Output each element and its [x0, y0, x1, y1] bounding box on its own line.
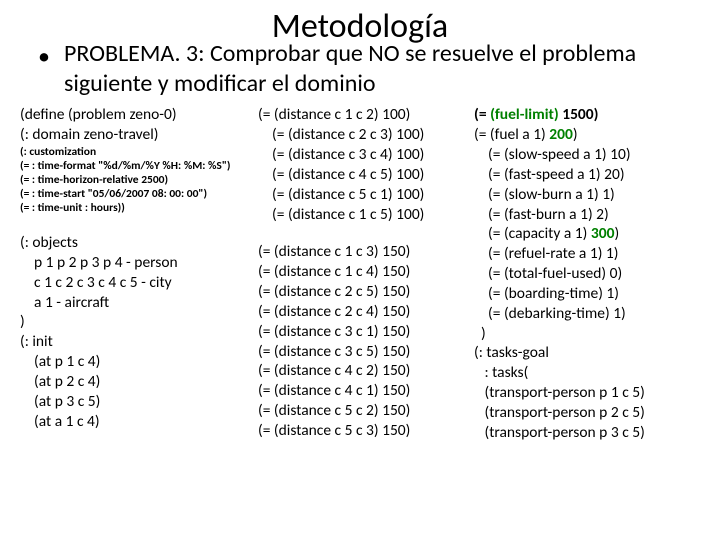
code-line-small: (= : time-unit : hours))	[20, 201, 252, 215]
code-line: (= (distance c 5 c 1) 100)	[258, 185, 468, 205]
code-line: (at p 3 c 5)	[20, 392, 252, 412]
code-line: (define (problem zeno-0)	[20, 105, 252, 125]
code-line: (= (distance c 5 c 3) 150)	[258, 421, 468, 441]
code-line: (= (fast-burn a 1) 2)	[474, 205, 684, 225]
code-line: (= (capacity a 1) 300)	[474, 224, 684, 244]
code-line: (: tasks-goal	[474, 343, 684, 363]
code-line: (= (distance c 1 c 2) 100)	[258, 105, 468, 125]
code-column-3: (= (fuel-limit) 1500)(= (fuel a 1) 200) …	[474, 105, 684, 442]
code-line: p 1 p 2 p 3 p 4 - person	[20, 253, 252, 273]
code-line: (= (distance c 5 c 2) 150)	[258, 401, 468, 421]
code-line: : tasks(	[474, 363, 684, 383]
code-line: (at a 1 c 4)	[20, 412, 252, 432]
code-line: (: init	[20, 332, 252, 352]
code-line: (: domain zeno-travel)	[20, 125, 252, 145]
code-line: c 1 c 2 c 3 c 4 c 5 - city	[20, 273, 252, 293]
slide-subtitle: PROBLEMA. 3: Comprobar que NO se resuelv…	[64, 39, 700, 99]
code-column-2: (= (distance c 1 c 2) 100) (= (distance …	[258, 105, 468, 442]
code-line: (= (fast-speed a 1) 20)	[474, 165, 684, 185]
code-line: (= (boarding-time) 1)	[474, 284, 684, 304]
code-line: (= (distance c 3 c 1) 150)	[258, 322, 468, 342]
code-line: (= (distance c 2 c 5) 150)	[258, 282, 468, 302]
code-line: (= (refuel-rate a 1) 1)	[474, 244, 684, 264]
code-line-small: (= : time-format "%d/%m/%Y %H: %M: %S")	[20, 159, 252, 173]
code-line: (= (total-fuel-used) 0)	[474, 264, 684, 284]
code-line-small: (: customization	[20, 145, 252, 159]
code-line: (= (fuel a 1) 200)	[474, 125, 684, 145]
code-line: a 1 - aircraft	[20, 293, 252, 313]
code-line-small: (= : time-horizon-relative 2500)	[20, 173, 252, 187]
code-line: (= (distance c 1 c 3) 150)	[258, 242, 468, 262]
code-line: (transport-person p 1 c 5)	[474, 383, 684, 403]
code-line: (= (distance c 1 c 5) 100)	[258, 205, 468, 225]
code-line: (at p 1 c 4)	[20, 352, 252, 372]
code-line: (= (distance c 4 c 2) 150)	[258, 361, 468, 381]
code-line: (transport-person p 3 c 5)	[474, 423, 684, 443]
code-line: (= (distance c 3 c 4) 100)	[258, 145, 468, 165]
code-area: (define (problem zeno-0)(: domain zeno-t…	[20, 105, 700, 442]
bullet-icon: •	[38, 45, 50, 69]
code-line: (= (slow-speed a 1) 10)	[474, 145, 684, 165]
code-line: )	[474, 324, 684, 344]
code-line: (= (distance c 4 c 1) 150)	[258, 381, 468, 401]
code-line: (: objects	[20, 233, 252, 253]
code-line: (= (distance c 1 c 4) 150)	[258, 262, 468, 282]
code-column-1: (define (problem zeno-0)(: domain zeno-t…	[20, 105, 252, 442]
code-line: )	[20, 312, 252, 332]
code-line: (= (distance c 2 c 4) 150)	[258, 302, 468, 322]
code-line: (= (slow-burn a 1) 1)	[474, 185, 684, 205]
code-line: (= (fuel-limit) 1500)	[474, 105, 684, 125]
code-line: (= (debarking-time) 1)	[474, 304, 684, 324]
code-line: (= (distance c 2 c 3) 100)	[258, 125, 468, 145]
code-line: (at p 2 c 4)	[20, 372, 252, 392]
code-line: (= (distance c 3 c 5) 150)	[258, 342, 468, 362]
code-line: (= (distance c 4 c 5) 100)	[258, 165, 468, 185]
code-line: (transport-person p 2 c 5)	[474, 403, 684, 423]
code-line-small: (= : time-start "05/06/2007 08: 00: 00")	[20, 187, 252, 201]
subtitle-row: • PROBLEMA. 3: Comprobar que NO se resue…	[20, 39, 700, 99]
